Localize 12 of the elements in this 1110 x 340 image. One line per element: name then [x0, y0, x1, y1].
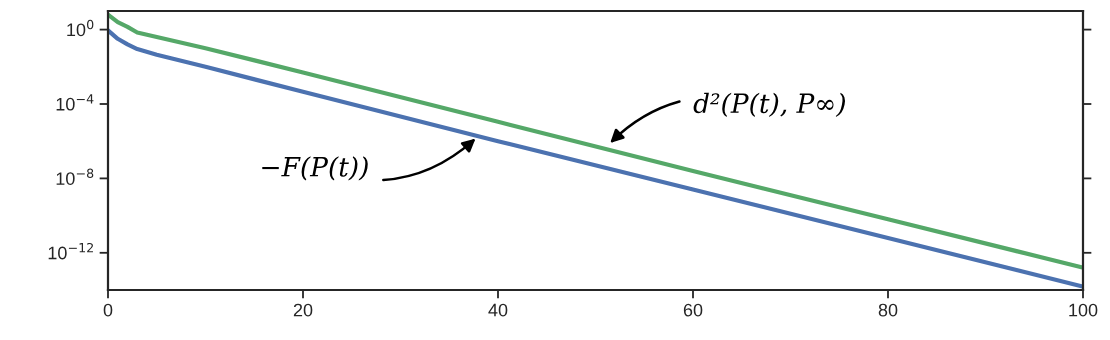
x-tick-label: 0 [103, 303, 113, 317]
y-tick-label: 10$^{0}$ [67, 19, 94, 37]
y-tick-label: 10$^{−12}$ [48, 242, 93, 260]
annotation: d²(P(t), P∞) [693, 92, 845, 117]
y-tick-label: 10$^{−4}$ [56, 94, 94, 111]
x-tick-label: 100 [1069, 303, 1098, 317]
y-tick-label: 10$^{−8}$ [56, 168, 94, 185]
x-tick-label: 80 [878, 303, 898, 317]
x-tick-label: 20 [293, 303, 313, 317]
x-tick-label: 40 [488, 303, 508, 317]
x-tick-label: 60 [683, 303, 703, 317]
annotation: −F(P(t)) [262, 156, 368, 181]
